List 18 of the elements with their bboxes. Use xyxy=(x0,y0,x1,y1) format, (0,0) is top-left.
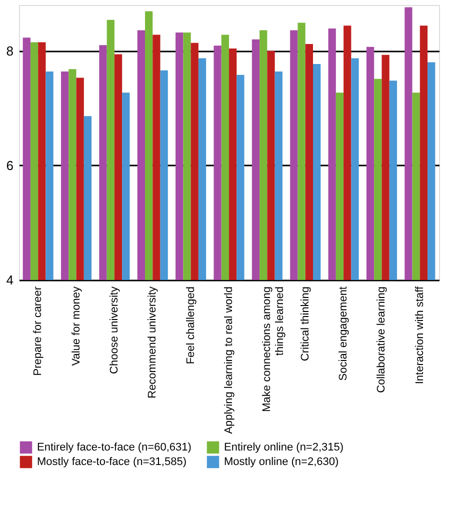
x-tick-label: Applying learning to real world xyxy=(223,286,235,434)
x-tick-label: Value for money xyxy=(70,286,82,366)
x-tick-label: Social engagement xyxy=(338,286,350,381)
x-tick-label: Prepare for career xyxy=(32,286,44,376)
legend-label: Mostly online (n=2,630) xyxy=(224,456,339,468)
x-tick-label: Choose university xyxy=(108,286,120,374)
x-tick-label: Critical thinking xyxy=(299,286,312,362)
x-tick-label: Collaborative learning xyxy=(376,286,388,393)
x-tick-label: Feel challenged xyxy=(184,286,197,364)
y-tick-label: 8 xyxy=(6,43,14,58)
y-tick-label: 6 xyxy=(6,158,14,173)
x-tick-label: Make connections among things learned xyxy=(261,286,286,412)
legend-label: Entirely online (n=2,315) xyxy=(224,441,344,454)
legend-label: Entirely face-to-face (n=60,631) xyxy=(37,441,192,454)
legend-label: Mostly face-to-face (n=31,585) xyxy=(37,456,186,468)
y-tick-label: 4 xyxy=(6,272,14,288)
x-tick-label: Recommend university xyxy=(146,286,159,398)
x-tick-label: Interaction with staff xyxy=(414,286,426,384)
